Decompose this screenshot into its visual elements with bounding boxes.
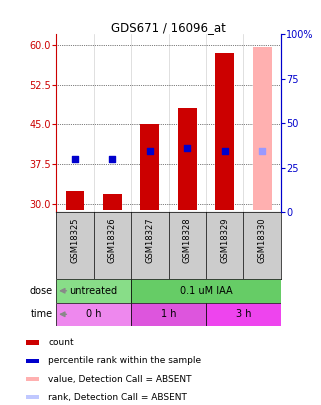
Bar bbox=[206, 303, 281, 326]
Point bbox=[185, 145, 190, 151]
Text: count: count bbox=[48, 338, 74, 347]
Title: GDS671 / 16096_at: GDS671 / 16096_at bbox=[111, 21, 226, 34]
Text: GSM18327: GSM18327 bbox=[145, 217, 154, 263]
Point bbox=[72, 156, 77, 162]
Bar bbox=[26, 377, 39, 381]
Point bbox=[147, 148, 152, 154]
Text: 0.1 uM IAA: 0.1 uM IAA bbox=[180, 286, 232, 296]
Text: GSM18325: GSM18325 bbox=[70, 217, 79, 263]
Bar bbox=[131, 303, 206, 326]
Bar bbox=[103, 194, 122, 209]
Bar bbox=[26, 341, 39, 345]
Bar bbox=[56, 303, 131, 326]
Bar bbox=[178, 109, 196, 209]
Bar bbox=[141, 124, 159, 209]
Text: dose: dose bbox=[30, 286, 53, 296]
Text: untreated: untreated bbox=[70, 286, 118, 296]
Bar bbox=[26, 395, 39, 399]
Bar bbox=[215, 53, 234, 209]
Text: 3 h: 3 h bbox=[236, 309, 251, 319]
Text: 1 h: 1 h bbox=[161, 309, 176, 319]
Text: GSM18328: GSM18328 bbox=[183, 217, 192, 263]
Bar bbox=[26, 359, 39, 363]
Bar bbox=[253, 47, 272, 209]
Text: rank, Detection Call = ABSENT: rank, Detection Call = ABSENT bbox=[48, 393, 187, 402]
Point bbox=[222, 148, 227, 154]
Text: percentile rank within the sample: percentile rank within the sample bbox=[48, 356, 201, 365]
Text: value, Detection Call = ABSENT: value, Detection Call = ABSENT bbox=[48, 375, 192, 384]
Bar bbox=[65, 191, 84, 209]
Bar bbox=[131, 279, 281, 303]
Text: time: time bbox=[31, 309, 53, 319]
Text: 0 h: 0 h bbox=[86, 309, 101, 319]
Point bbox=[110, 156, 115, 162]
Text: GSM18329: GSM18329 bbox=[220, 217, 229, 263]
Text: GSM18326: GSM18326 bbox=[108, 217, 117, 263]
Bar bbox=[56, 279, 131, 303]
Text: GSM18330: GSM18330 bbox=[258, 217, 267, 263]
Point bbox=[260, 148, 265, 154]
